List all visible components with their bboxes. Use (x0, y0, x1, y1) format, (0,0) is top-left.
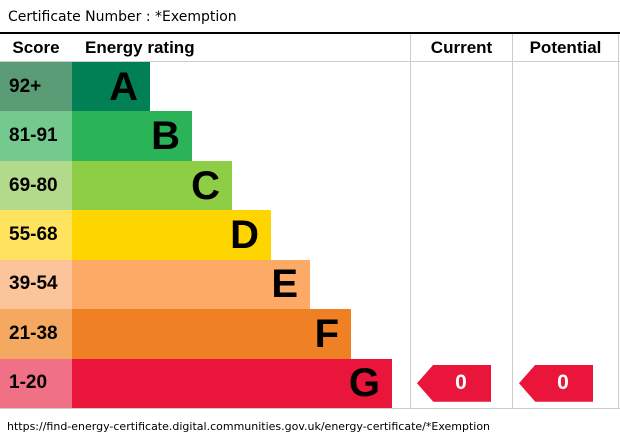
rating-bar-f: F (72, 309, 351, 359)
header-potential: Potential (512, 34, 619, 61)
score-label-g: 1-20 (0, 358, 72, 408)
band-letter-b: B (151, 114, 180, 159)
current-cell-c (410, 160, 512, 211)
score-label-b: 81-91 (0, 111, 72, 161)
score-label-d: 55-68 (0, 210, 72, 260)
score-label-f: 21-38 (0, 309, 72, 359)
potential-cell-g: 0 (512, 358, 619, 408)
rating-bands: 92+ A 81-91 B 69-80 C 55-68 D 39-54 E 21-38 F 1-20 G 0… (0, 62, 620, 409)
potential-cell-a (512, 62, 619, 112)
score-label-c: 69-80 (0, 160, 72, 211)
rating-bar-g: G (72, 358, 392, 408)
score-label-e: 39-54 (0, 259, 72, 310)
energy-rating-table: Score Energy rating Current Potential 92… (0, 32, 620, 409)
potential-cell-e (512, 259, 619, 310)
band-row-e: 39-54 E (0, 259, 620, 310)
certificate-number-title: Certificate Number : *Exemption (8, 9, 237, 25)
certificate-url: https://find-energy-certificate.digital.… (7, 420, 491, 433)
rating-cell-c: C (72, 160, 410, 211)
band-letter-f: F (314, 311, 339, 356)
rating-bar-e: E (72, 259, 310, 310)
current-cell-e (410, 259, 512, 310)
table-header-row: Score Energy rating Current Potential (0, 34, 620, 62)
rating-cell-g: G (72, 358, 410, 408)
band-letter-d: D (230, 212, 259, 257)
rating-cell-f: F (72, 309, 410, 359)
band-row-a: 92+ A (0, 62, 620, 112)
current-cell-f (410, 309, 512, 359)
current-cell-a (410, 62, 512, 112)
band-letter-g: G (348, 361, 380, 406)
current-cell-b (410, 111, 512, 161)
rating-cell-d: D (72, 210, 410, 260)
band-letter-c: C (191, 163, 220, 208)
band-row-f: 21-38 F (0, 309, 620, 359)
current-rating-arrow: 0 (417, 364, 491, 402)
band-row-b: 81-91 B (0, 111, 620, 161)
header-score: Score (12, 37, 60, 57)
current-cell-d (410, 210, 512, 260)
rating-cell-b: B (72, 111, 410, 161)
potential-cell-b (512, 111, 619, 161)
rating-bar-d: D (72, 210, 271, 260)
band-row-g: 1-20 G 0 0 (0, 358, 620, 408)
rating-bar-c: C (72, 160, 232, 211)
rating-bar-a: A (72, 62, 150, 112)
band-letter-e: E (271, 262, 298, 307)
potential-rating-arrow: 0 (519, 364, 593, 402)
current-cell-g: 0 (410, 358, 512, 408)
potential-cell-f (512, 309, 619, 359)
potential-cell-d (512, 210, 619, 260)
band-letter-a: A (109, 64, 138, 109)
header-energy-rating: Energy rating (85, 37, 195, 57)
potential-cell-c (512, 160, 619, 211)
band-row-c: 69-80 C (0, 160, 620, 211)
rating-cell-e: E (72, 259, 410, 310)
score-label-a: 92+ (0, 62, 72, 112)
header-current: Current (410, 34, 512, 61)
rating-cell-a: A (72, 62, 410, 112)
band-row-d: 55-68 D (0, 210, 620, 260)
rating-bar-b: B (72, 111, 192, 161)
